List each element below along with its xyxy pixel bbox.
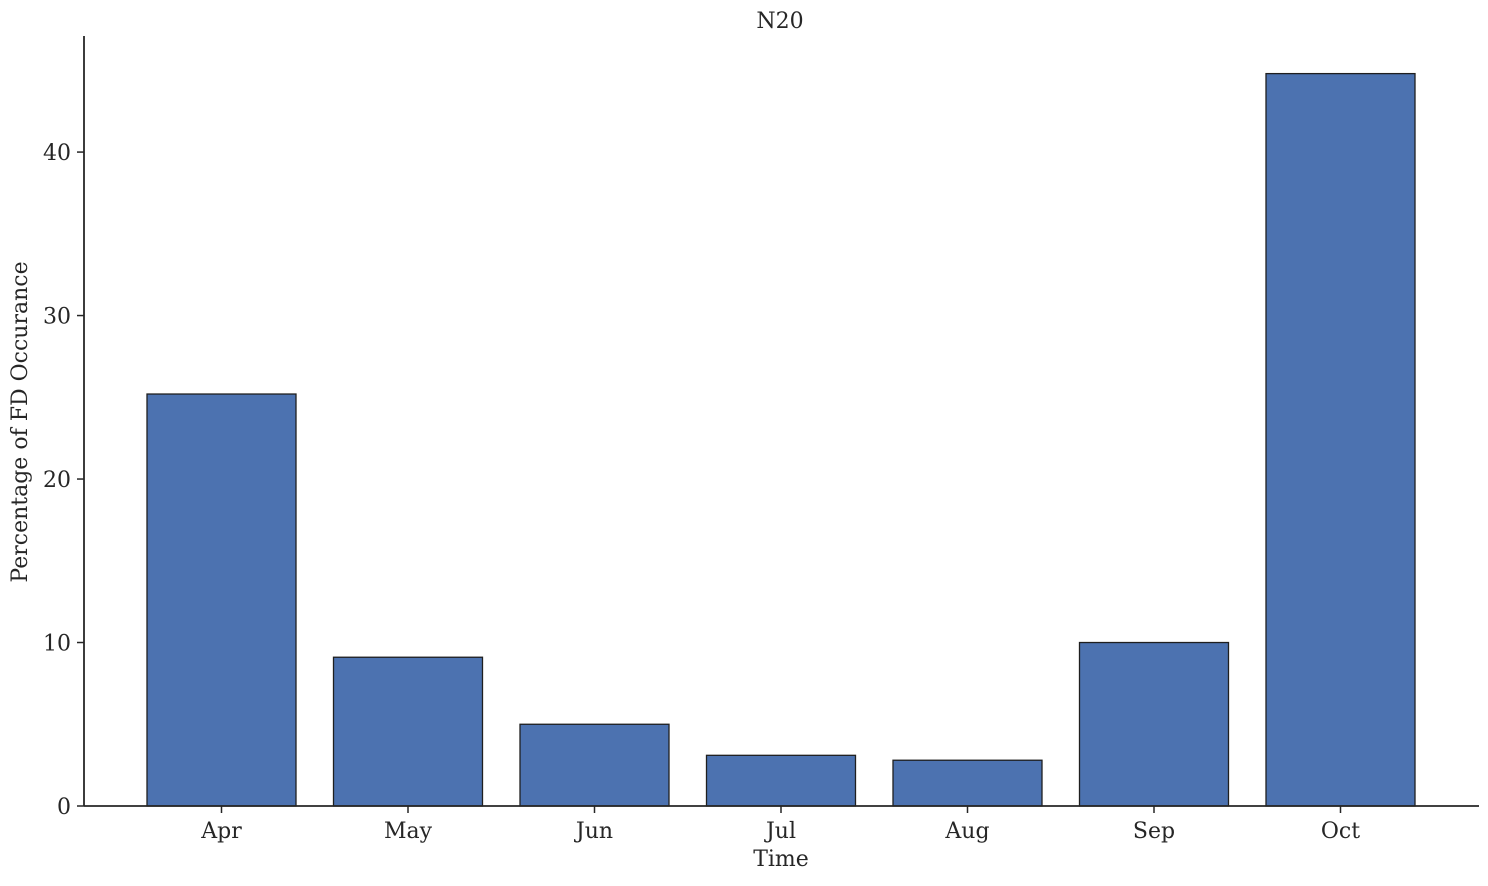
x-tick-label: May (384, 819, 433, 844)
x-ticks-group: Apr May Jun Jul Aug Sep Oct (200, 806, 1360, 844)
y-tick-label: 20 (43, 468, 71, 493)
x-tick-label: Apr (200, 819, 242, 844)
bar-jul (705, 754, 857, 807)
x-tick-label: Oct (1321, 819, 1360, 844)
bar-oct (1265, 72, 1416, 807)
x-tick-label: Jul (764, 819, 796, 844)
bar-jun (519, 723, 670, 807)
y-tick-label: 0 (57, 795, 71, 820)
bar-sep (1078, 641, 1230, 807)
x-axis-label: Time (753, 847, 809, 872)
bar-apr (146, 393, 297, 807)
chart-title: N20 (756, 9, 803, 34)
y-axis-label: Percentage of FD Occurance (8, 261, 33, 582)
y-tick-label: 40 (43, 141, 71, 166)
y-tick-label: 10 (43, 632, 71, 657)
bar-may (332, 656, 484, 807)
y-tick-label: 30 (43, 305, 71, 330)
bar-aug (892, 759, 1043, 807)
bars-group (146, 72, 1416, 807)
x-tick-label: Sep (1133, 819, 1175, 844)
y-ticks-group: 0 10 20 30 40 (43, 141, 84, 820)
x-tick-label: Jun (574, 819, 613, 844)
x-tick-label: Aug (944, 819, 989, 844)
